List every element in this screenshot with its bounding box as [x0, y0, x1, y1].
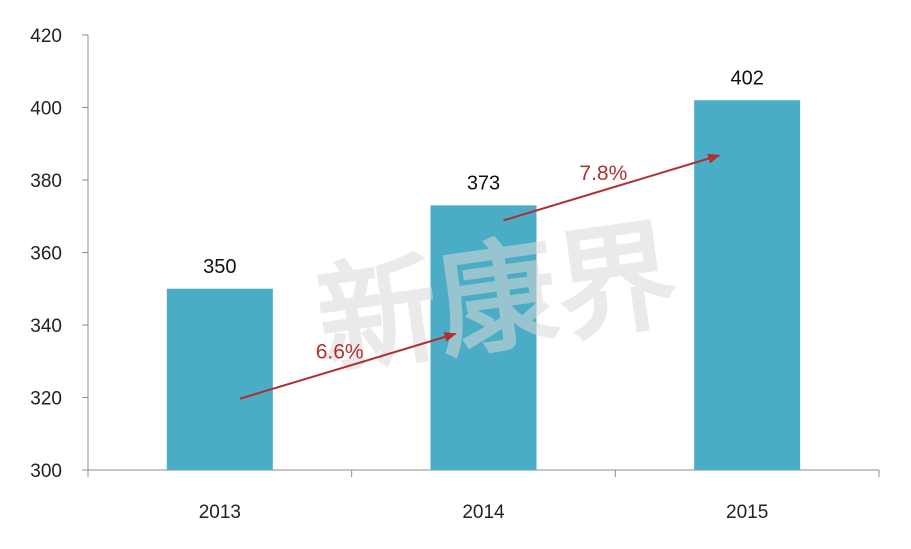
growth-annotations: 6.6% 7.8% [239, 153, 721, 400]
watermark-text: 新康界 [310, 208, 685, 391]
watermark: 新康界 [310, 208, 685, 391]
data-label: 402 [730, 67, 763, 89]
bars [166, 100, 801, 470]
x-tick-label: 2013 [199, 502, 241, 523]
data-label: 373 [467, 172, 500, 194]
y-tick-label: 380 [30, 171, 62, 192]
bar [694, 100, 801, 470]
y-tick-label: 340 [30, 316, 62, 337]
y-tick-label: 300 [30, 461, 62, 482]
data-label: 350 [203, 256, 236, 278]
growth-label: 7.8% [579, 162, 627, 185]
y-tick-label: 360 [30, 244, 62, 265]
y-tick-label: 320 [30, 389, 62, 410]
data-labels: 350 373 402 [203, 67, 764, 278]
x-tick-label: 2014 [462, 502, 505, 523]
growth-arrow [503, 153, 721, 222]
y-tick-label: 400 [30, 99, 62, 120]
growth-arrow [239, 332, 457, 400]
x-tick-label: 2015 [726, 502, 768, 523]
bar [166, 288, 273, 470]
y-tick-label: 420 [30, 26, 62, 47]
growth-label: 6.6% [316, 340, 364, 363]
